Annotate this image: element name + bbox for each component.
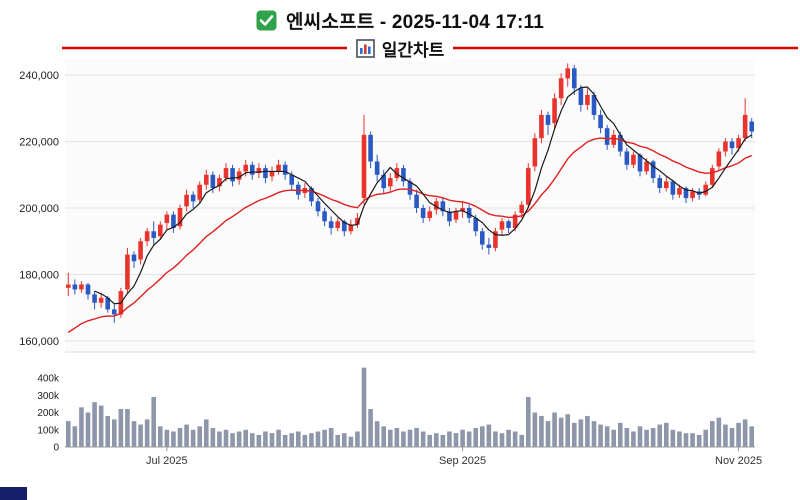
checked-checkbox-icon[interactable] [256, 10, 277, 31]
bottom-left-block [0, 487, 27, 500]
svg-text:220,000: 220,000 [19, 137, 59, 149]
svg-text:100k: 100k [37, 425, 60, 436]
chart-header: 엔씨소프트 - 2025-11-04 17:11 일간차트 [0, 0, 800, 61]
svg-text:Jul 2025: Jul 2025 [146, 455, 188, 467]
svg-text:240,000: 240,000 [19, 70, 59, 82]
svg-text:Nov 2025: Nov 2025 [715, 455, 762, 467]
page-title: 엔씨소프트 - 2025-11-04 17:11 [285, 12, 545, 33]
title-row: 엔씨소프트 - 2025-11-04 17:11 [0, 0, 800, 34]
svg-text:200k: 200k [37, 408, 60, 419]
chart-subtitle: 일간차트 [381, 41, 445, 60]
svg-text:160,000: 160,000 [19, 336, 59, 348]
svg-text:400k: 400k [37, 374, 60, 385]
svg-text:200,000: 200,000 [19, 203, 59, 215]
subtitle-row: 일간차트 [0, 36, 800, 61]
svg-text:0: 0 [53, 443, 59, 454]
svg-text:300k: 300k [37, 391, 60, 402]
bar-chart-icon [355, 39, 375, 58]
svg-text:180,000: 180,000 [19, 270, 59, 282]
svg-text:Sep 2025: Sep 2025 [439, 455, 486, 467]
